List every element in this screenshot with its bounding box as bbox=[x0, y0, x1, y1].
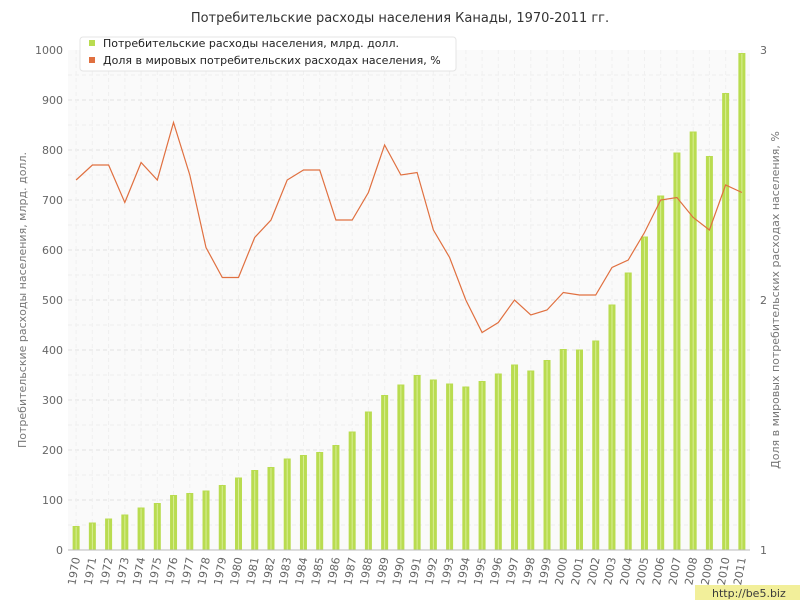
y-tick-label: 800 bbox=[42, 144, 63, 157]
x-tick-label: 2002 bbox=[585, 556, 603, 586]
left-axis-ticks: 0 100 200 300 400 500 600 700 800 900 1000 bbox=[35, 44, 63, 557]
chart-title: Потребительские расходы населения Канады… bbox=[191, 11, 609, 26]
legend-box bbox=[79, 36, 457, 72]
x-tick-label: 1977 bbox=[179, 556, 197, 586]
y-tick-label: 200 bbox=[42, 444, 63, 457]
line-share-of-world bbox=[75, 120, 743, 334]
y2-tick-label: 3 bbox=[760, 44, 767, 57]
x-tick-label: 2006 bbox=[650, 556, 668, 586]
y-tick-label: 1000 bbox=[35, 44, 63, 57]
x-tick-label: 2011 bbox=[731, 556, 749, 586]
x-tick-label: 2005 bbox=[634, 556, 652, 586]
x-tick-label: 1993 bbox=[439, 556, 457, 586]
x-tick-label: 2007 bbox=[666, 556, 684, 586]
x-tick-label: 1998 bbox=[520, 556, 538, 586]
x-tick-label: 1988 bbox=[358, 556, 376, 586]
x-tick-label: 1973 bbox=[114, 556, 132, 586]
x-tick-label: 1976 bbox=[163, 556, 181, 586]
x-tick-label: 1978 bbox=[195, 556, 213, 586]
x-tick-label: 1984 bbox=[293, 556, 311, 586]
right-axis-ticks: 1 2 3 bbox=[760, 44, 767, 557]
x-tick-label: 2010 bbox=[715, 556, 733, 586]
x-tick-label: 1995 bbox=[471, 556, 489, 586]
x-tick-label: 1999 bbox=[536, 556, 554, 586]
y-tick-label: 500 bbox=[42, 294, 63, 307]
y-tick-label: 700 bbox=[42, 194, 63, 207]
x-tick-label: 2008 bbox=[682, 556, 700, 586]
x-tick-label: 1990 bbox=[390, 556, 408, 586]
x-tick-label: 1997 bbox=[504, 556, 522, 586]
x-tick-label: 2001 bbox=[569, 556, 587, 586]
y-tick-label: 400 bbox=[42, 344, 63, 357]
y-tick-label: 300 bbox=[42, 394, 63, 407]
x-tick-label: 1992 bbox=[423, 556, 441, 586]
x-tick-label: 1996 bbox=[488, 556, 506, 586]
x-axis-ticks: 1970197119721973197419751976197719781979… bbox=[65, 556, 748, 586]
x-tick-label: 1991 bbox=[406, 556, 424, 586]
x-tick-label: 1982 bbox=[260, 556, 278, 586]
legend-label-bars: Потребительские расходы населения, млрд.… bbox=[103, 37, 399, 50]
y2-tick-label: 1 bbox=[760, 544, 767, 557]
x-tick-label: 2009 bbox=[699, 556, 717, 586]
y2-axis-label: Доля в мировых потребительских расходах … bbox=[769, 131, 782, 469]
watermark: http://be5.biz bbox=[695, 585, 800, 600]
x-tick-label: 2003 bbox=[601, 556, 619, 586]
legend-swatch-line bbox=[89, 57, 95, 63]
x-tick-label: 1980 bbox=[228, 556, 246, 586]
x-tick-label: 2004 bbox=[618, 556, 636, 586]
legend-swatch-bars bbox=[89, 40, 95, 46]
x-tick-label: 1974 bbox=[130, 556, 148, 586]
bar-series bbox=[72, 53, 746, 550]
x-tick-label: 1994 bbox=[455, 556, 473, 586]
x-tick-label: 1971 bbox=[82, 556, 100, 586]
x-tick-label: 1989 bbox=[374, 556, 392, 586]
x-tick-label: 1970 bbox=[65, 556, 83, 586]
y-axis-label: Потребительские расходы населения, млрд.… bbox=[16, 152, 29, 448]
x-tick-label: 1972 bbox=[98, 556, 116, 586]
watermark-background bbox=[695, 585, 800, 600]
x-tick-label: 2000 bbox=[553, 556, 571, 586]
legend-label-line: Доля в мировых потребительских расходах … bbox=[103, 54, 441, 67]
y-tick-label: 0 bbox=[56, 544, 63, 557]
watermark-text: http://be5.biz bbox=[712, 587, 786, 600]
y-tick-label: 900 bbox=[42, 94, 63, 107]
x-tick-label: 1986 bbox=[325, 556, 343, 586]
y-tick-label: 100 bbox=[42, 494, 63, 507]
x-tick-label: 1979 bbox=[212, 556, 230, 586]
x-tick-label: 1981 bbox=[244, 556, 262, 586]
y2-tick-label: 2 bbox=[760, 294, 767, 307]
line-series bbox=[75, 120, 743, 334]
x-tick-label: 1987 bbox=[341, 556, 359, 586]
y-tick-label: 600 bbox=[42, 244, 63, 257]
x-tick-label: 1983 bbox=[277, 556, 295, 586]
x-tick-label: 1985 bbox=[309, 556, 327, 586]
x-tick-label: 1975 bbox=[147, 556, 165, 586]
legend: Потребительские расходы населения, млрд.… bbox=[79, 36, 457, 72]
